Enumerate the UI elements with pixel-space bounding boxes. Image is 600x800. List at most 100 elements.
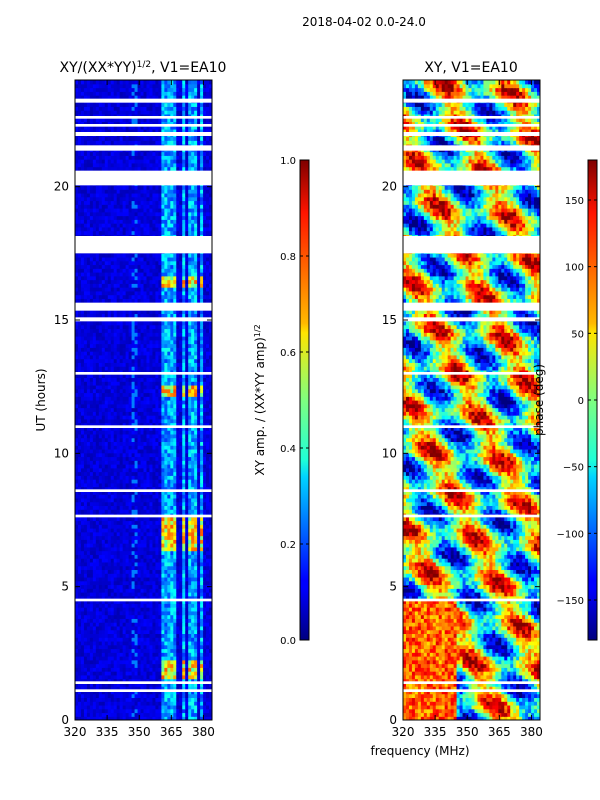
amp-cell bbox=[86, 497, 91, 503]
amp-cell bbox=[75, 460, 79, 465]
amp-cell bbox=[131, 640, 136, 646]
amp-cell bbox=[75, 362, 79, 367]
amp-cell bbox=[149, 320, 154, 326]
amp-cell bbox=[86, 486, 91, 491]
amp-cell bbox=[182, 524, 186, 529]
amp-cell bbox=[83, 403, 88, 409]
amp-cell bbox=[119, 682, 124, 687]
amp-cell bbox=[209, 697, 212, 702]
amp-cell bbox=[80, 576, 85, 582]
amp-cell bbox=[179, 659, 183, 665]
amp-cell bbox=[89, 415, 94, 420]
amp-cell bbox=[95, 392, 100, 397]
amp-cell bbox=[197, 584, 201, 589]
amp-cell bbox=[107, 656, 112, 661]
amp-cell bbox=[134, 671, 139, 676]
amp-cell bbox=[161, 633, 165, 638]
amp-cell bbox=[110, 354, 115, 360]
amp-cell bbox=[95, 497, 100, 503]
amp-cell bbox=[116, 400, 121, 405]
amp-cell bbox=[98, 328, 103, 333]
amp-cell bbox=[188, 652, 192, 657]
amp-cell bbox=[89, 441, 94, 446]
amp-cell bbox=[149, 452, 154, 458]
amp-cell bbox=[161, 430, 165, 435]
amp-cell bbox=[149, 633, 154, 638]
amp-cell bbox=[131, 475, 136, 480]
amp-cell bbox=[182, 686, 186, 691]
amp-cell bbox=[125, 339, 130, 345]
amp-cell bbox=[143, 656, 148, 661]
amp-cell bbox=[131, 520, 136, 525]
amp-cell bbox=[143, 629, 148, 635]
amp-cell bbox=[143, 351, 148, 356]
amp-cell bbox=[167, 433, 171, 439]
amp-cell bbox=[137, 490, 142, 495]
amp-cell bbox=[77, 610, 82, 616]
amp-cell bbox=[155, 607, 159, 612]
amp-cell bbox=[143, 347, 148, 352]
amp-cell bbox=[89, 625, 94, 631]
amp-cell bbox=[191, 704, 195, 710]
amp-cell bbox=[116, 320, 121, 326]
amp-cell bbox=[176, 640, 180, 646]
amp-cell bbox=[149, 656, 154, 661]
amp-cell bbox=[197, 701, 201, 706]
amp-cell bbox=[203, 584, 207, 589]
amp-cell bbox=[206, 712, 210, 717]
amp-cell bbox=[125, 701, 130, 706]
amp-cell bbox=[95, 437, 100, 443]
amp-cell bbox=[158, 516, 162, 522]
amp-cell bbox=[137, 464, 142, 469]
amp-cell bbox=[161, 644, 165, 650]
amp-cell bbox=[149, 460, 154, 465]
amp-cell bbox=[206, 460, 210, 465]
amp-cell bbox=[134, 678, 139, 683]
amp-cell bbox=[107, 603, 112, 608]
amp-cell bbox=[83, 633, 88, 638]
amp-cell bbox=[86, 592, 91, 597]
amp-cell bbox=[167, 528, 171, 533]
amp-cell bbox=[143, 539, 148, 544]
amp-cell bbox=[158, 667, 162, 672]
amp-cell bbox=[86, 550, 91, 555]
amp-cell bbox=[77, 448, 82, 454]
amp-cell bbox=[203, 456, 207, 461]
amp-cell bbox=[140, 460, 145, 465]
amp-cell bbox=[152, 497, 157, 503]
amp-cell bbox=[182, 584, 186, 589]
amp-cell bbox=[200, 610, 204, 616]
amp-cell bbox=[86, 599, 91, 604]
amp-cell bbox=[188, 528, 192, 533]
amp-cell bbox=[101, 448, 106, 454]
amp-cell bbox=[182, 558, 186, 563]
amp-cell bbox=[104, 603, 109, 608]
amp-cell bbox=[95, 433, 100, 439]
amp-cell bbox=[149, 580, 154, 586]
amp-cell bbox=[161, 494, 165, 499]
amp-cell bbox=[140, 640, 145, 646]
amp-cell bbox=[152, 614, 157, 619]
amp-cell bbox=[83, 339, 88, 345]
amp-cell bbox=[95, 671, 100, 676]
amp-cell bbox=[122, 625, 127, 631]
amp-cell bbox=[191, 388, 195, 394]
amp-cell bbox=[119, 437, 124, 443]
amp-cell bbox=[107, 625, 112, 631]
amp-cell bbox=[80, 686, 85, 691]
amp-cell bbox=[113, 471, 118, 476]
amp-cell bbox=[143, 561, 148, 567]
amp-cell bbox=[173, 678, 177, 683]
amp-cell bbox=[170, 343, 174, 348]
amp-cell bbox=[143, 501, 148, 507]
amp-cell bbox=[116, 384, 121, 390]
amp-cell bbox=[104, 362, 109, 367]
amp-cell bbox=[140, 614, 145, 619]
amp-cell bbox=[197, 362, 201, 367]
amp-cell bbox=[107, 388, 112, 394]
amp-cell bbox=[83, 622, 88, 627]
amp-cell bbox=[134, 366, 139, 371]
amp-cell bbox=[173, 377, 177, 382]
amp-cell bbox=[107, 456, 112, 461]
amp-cell bbox=[149, 614, 154, 619]
